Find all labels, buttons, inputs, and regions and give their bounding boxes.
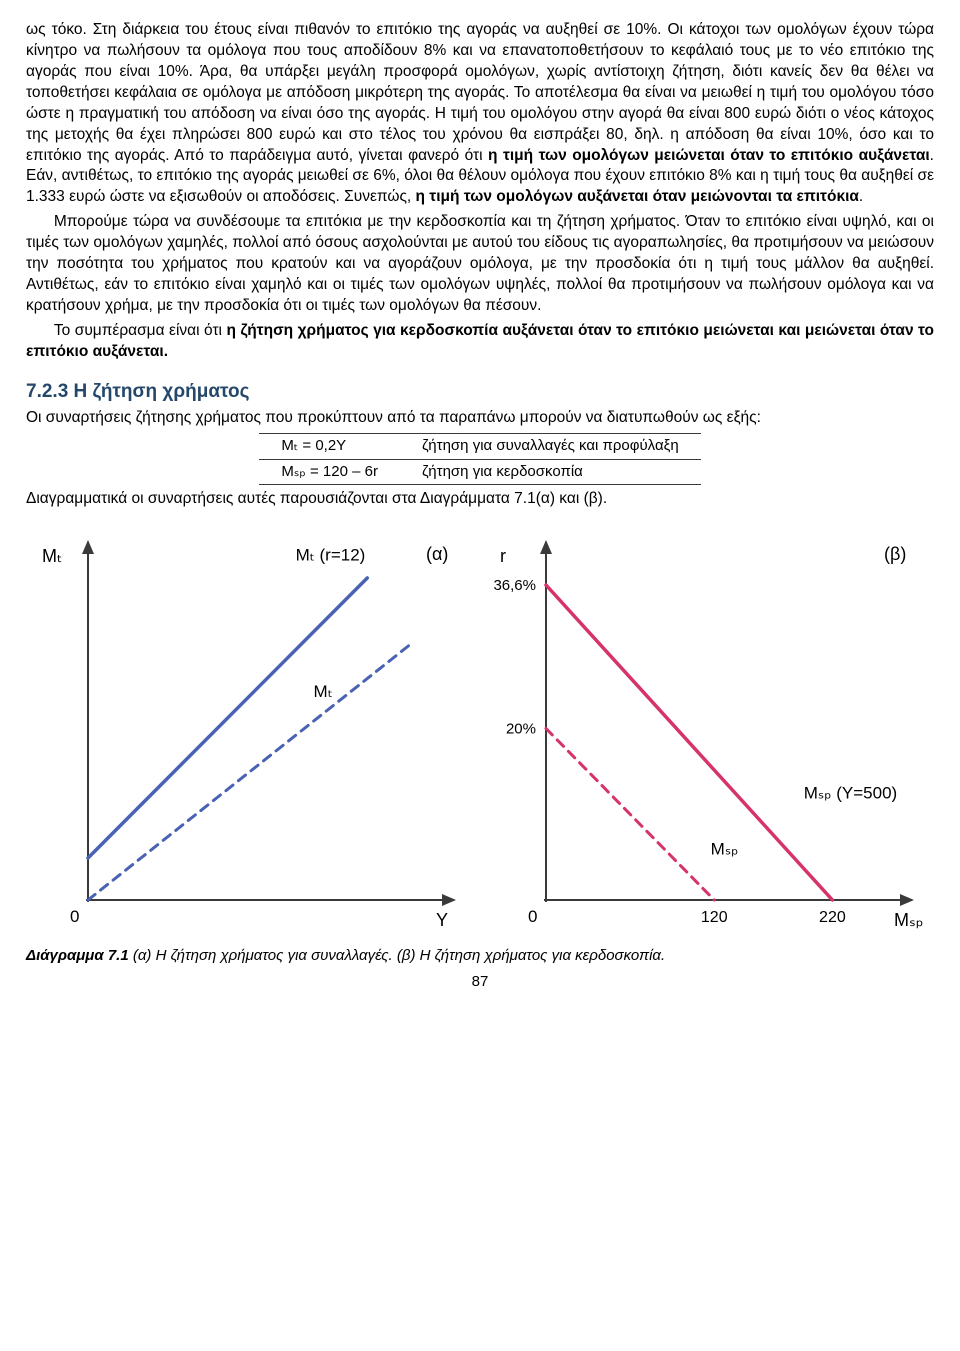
svg-text:(α): (α): [426, 544, 448, 564]
p1-bold2: η τιμή των ομολόγων αυξάνεται όταν μειών…: [416, 188, 859, 205]
svg-text:20%: 20%: [506, 720, 536, 737]
chart-beta-svg: r Mₛₚ 0 (β) 120 220 36,6% 20% Mₛₚ (Y=500) Mₛₚ: [484, 520, 934, 940]
p3-lead: Το συμπέρασμα είναι ότι: [54, 322, 227, 339]
paragraph-4: Οι συναρτήσεις ζήτησης χρήματος που προκ…: [26, 408, 934, 429]
p1-text: ως τόκο. Στη διάρκεια του έτους είναι πι…: [26, 21, 934, 164]
chart-alpha: Mₜ Y 0 (α) Mₜ (r=12) Mₜ: [26, 520, 476, 940]
paragraph-1: ως τόκο. Στη διάρκεια του έτους είναι πι…: [26, 20, 934, 208]
p1-end: .: [859, 188, 863, 205]
chart-alpha-svg: Mₜ Y 0 (α) Mₜ (r=12) Mₜ: [26, 520, 476, 940]
svg-text:Mₛₚ (Y=500): Mₛₚ (Y=500): [804, 783, 897, 802]
paragraph-3: Το συμπέρασμα είναι ότι η ζήτηση χρήματο…: [26, 321, 934, 363]
chart-beta: r Mₛₚ 0 (β) 120 220 36,6% 20% Mₛₚ (Y=500) Mₛₚ: [484, 520, 934, 940]
svg-text:Mₜ: Mₜ: [314, 682, 333, 701]
svg-text:Mₜ: Mₜ: [42, 546, 62, 566]
svg-text:36,6%: 36,6%: [493, 577, 536, 594]
page-number: 87: [26, 972, 934, 992]
p1-bold1: η τιμή των ομολόγων μειώνεται όταν το επ…: [488, 147, 930, 164]
table-row: Mₛₚ = 120 – 6r ζήτηση για κερδοσκοπία: [259, 459, 700, 484]
table-row: Mₜ = 0,2Y ζήτηση για συναλλαγές και προφ…: [259, 434, 700, 459]
svg-text:Mₛₚ: Mₛₚ: [711, 839, 739, 858]
diagram-caption: Διάγραμμα 7.1 (α) Η ζήτηση χρήματος για …: [26, 946, 934, 966]
equations-table: Mₜ = 0,2Y ζήτηση για συναλλαγές και προφ…: [259, 433, 700, 485]
svg-text:Mₛₚ: Mₛₚ: [894, 910, 923, 930]
svg-text:r: r: [500, 546, 506, 566]
svg-text:Mₜ (r=12): Mₜ (r=12): [296, 545, 366, 564]
svg-text:0: 0: [70, 907, 79, 926]
eq-sp-lhs: Mₛₚ = 120 – 6r: [259, 459, 400, 484]
eq-t-lhs: Mₜ = 0,2Y: [259, 434, 400, 459]
caption-bold: Διάγραμμα 7.1: [26, 947, 129, 964]
svg-text:0: 0: [528, 907, 537, 926]
eq-t-rhs: ζήτηση για συναλλαγές και προφύλαξη: [400, 434, 701, 459]
section-heading: 7.2.3 Η ζήτηση χρήματος: [26, 379, 934, 405]
paragraph-2: Μπορούμε τώρα να συνδέσουμε τα επιτόκια …: [26, 212, 934, 317]
svg-text:220: 220: [819, 909, 846, 926]
caption-rest: (α) Η ζήτηση χρήματος για συναλλαγές. (β…: [129, 947, 665, 964]
svg-text:Y: Y: [436, 910, 448, 930]
eq-sp-rhs: ζήτηση για κερδοσκοπία: [400, 459, 701, 484]
svg-text:(β): (β): [884, 544, 906, 564]
charts-row: Mₜ Y 0 (α) Mₜ (r=12) Mₜ r Mₛₚ 0 (β) 120 220 36,6% 20…: [26, 520, 934, 940]
paragraph-5: Διαγραμματικά οι συναρτήσεις αυτές παρου…: [26, 489, 934, 510]
svg-text:120: 120: [701, 909, 728, 926]
